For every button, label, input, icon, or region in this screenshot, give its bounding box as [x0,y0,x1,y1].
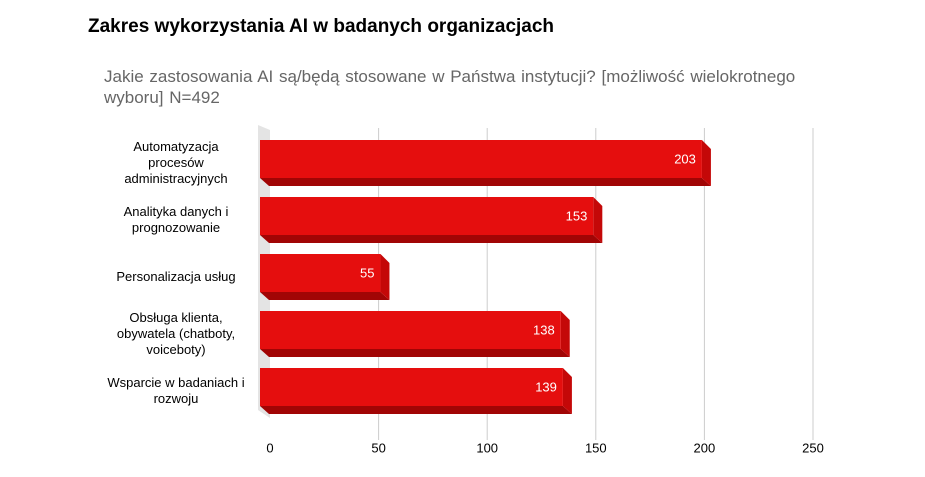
x-tick-label: 50 [371,440,385,455]
bar-side [701,140,711,186]
x-tick-label: 0 [266,440,273,455]
bar-bottom [260,235,603,243]
value-label: 55 [360,265,374,280]
value-label: 138 [533,322,555,337]
bar-side [560,311,570,357]
bar [260,140,702,178]
bar-bottom [260,178,711,186]
bar [260,254,381,292]
x-tick-label: 200 [694,440,716,455]
bar-side [380,254,390,300]
y-tick-label: Automatyzacja procesów administracyjnych [124,139,228,186]
chart-title: Zakres wykorzystania AI w badanych organ… [88,16,555,37]
value-label: 139 [535,379,557,394]
y-tick-label: Analityka danych i prognozowanie [123,204,229,235]
bar-bottom [260,349,570,357]
value-label: 203 [674,151,696,166]
bar [260,197,594,235]
value-label: 153 [566,208,588,223]
bar-bottom [260,292,390,300]
bar-bottom [260,406,572,414]
bar-side [562,368,572,414]
x-tick-label: 100 [476,440,498,455]
y-tick-label: Obsługa klienta, obywatela (chatboty, vo… [116,310,236,357]
bar [260,368,563,406]
y-tick-label: Personalizacja usług [116,269,236,284]
bar-side [593,197,603,243]
y-tick-label: Wsparcie w badaniach i rozwoju [107,375,245,406]
x-tick-label: 250 [802,440,824,455]
bar [260,311,561,349]
chart-subtitle: Jakie zastosowania AI są/będą stosowane … [104,67,796,107]
x-tick-label: 150 [585,440,607,455]
